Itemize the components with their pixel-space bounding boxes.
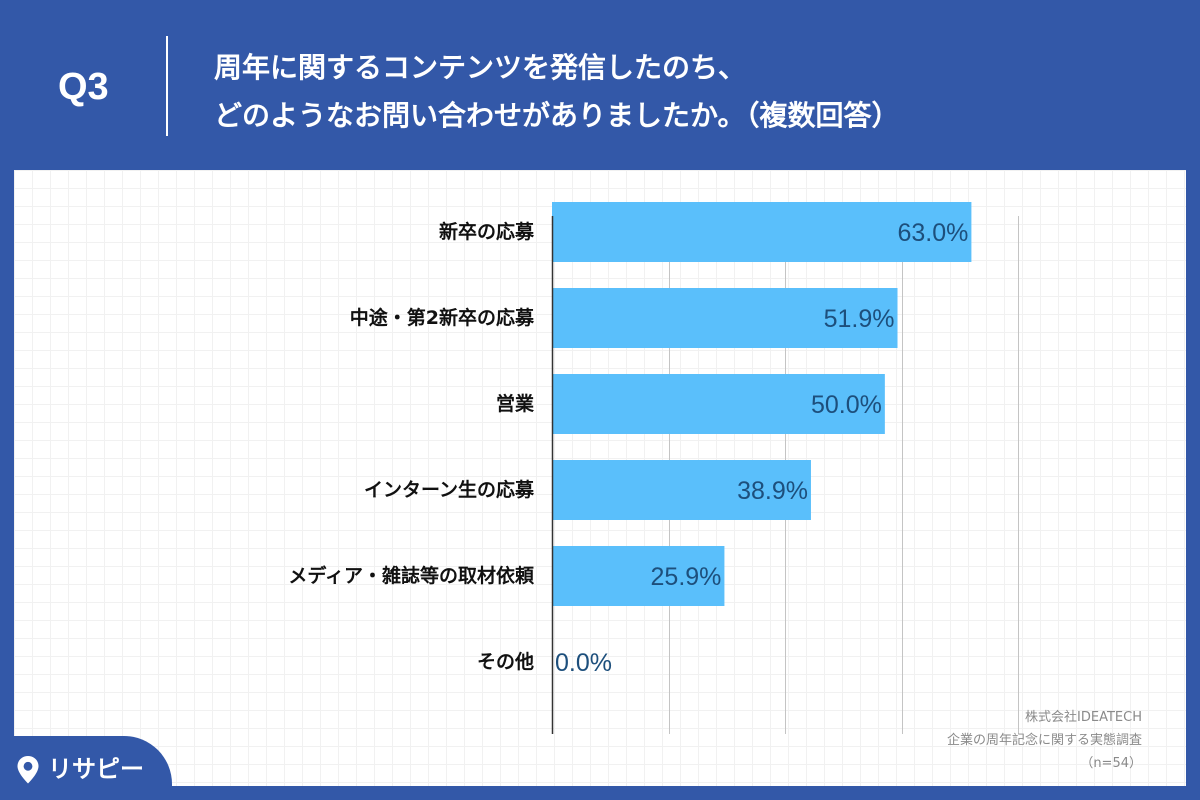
category-label-5: メディア・雑誌等の取材依頼 bbox=[288, 564, 535, 587]
sample-size: （n=54） bbox=[1080, 756, 1142, 771]
value-label-2: 51.9% bbox=[824, 305, 895, 333]
category-label-6: その他 bbox=[477, 650, 534, 673]
value-label-3: 50.0% bbox=[811, 391, 882, 419]
header-divider bbox=[166, 36, 168, 136]
question-line-2: どのようなお問い合わせがありましたか。（複数回答） bbox=[214, 99, 900, 132]
logo-text: リサピー bbox=[48, 755, 144, 783]
question-text: 周年に関するコンテンツを発信したのち、 どのようなお問い合わせがありましたか。（… bbox=[214, 44, 899, 140]
chart-panel: 新卒の応募 63.0% 中途・第2新卒の応募 51.9% 営業 50.0% インターン生の応… bbox=[14, 170, 1186, 786]
value-label-1: 63.0% bbox=[898, 219, 969, 247]
map-pin-icon bbox=[17, 756, 39, 784]
question-line-1: 周年に関するコンテンツを発信したのち、 bbox=[214, 51, 747, 84]
value-label-5: 25.9% bbox=[651, 563, 722, 591]
value-label-4: 38.9% bbox=[737, 477, 808, 505]
bar-3 bbox=[552, 374, 885, 434]
bar-4 bbox=[552, 460, 811, 520]
category-label-1: 新卒の応募 bbox=[439, 220, 535, 243]
header-band: Q3 周年に関するコンテンツを発信したのち、 どのようなお問い合わせがありました… bbox=[0, 0, 1200, 170]
category-label-4: インターン生の応募 bbox=[364, 478, 535, 501]
bar-5 bbox=[552, 546, 725, 606]
source-company: 株式会社IDEATECH bbox=[1025, 710, 1142, 725]
source-survey: 企業の周年記念に関する実態調査 bbox=[946, 733, 1142, 748]
question-number: Q3 bbox=[58, 66, 109, 108]
category-label-2: 中途・第2新卒の応募 bbox=[350, 306, 535, 329]
logo-tab: リサピー bbox=[0, 736, 172, 800]
bar-chart: 新卒の応募 63.0% 中途・第2新卒の応募 51.9% 営業 50.0% インターン生の応… bbox=[288, 202, 1019, 734]
source-note: 株式会社IDEATECH 企業の周年記念に関する実態調査 （n=54） bbox=[947, 706, 1142, 775]
category-label-3: 営業 bbox=[496, 392, 535, 415]
bar-1 bbox=[552, 202, 972, 262]
value-label-6: 0.0% bbox=[555, 649, 612, 677]
bar-2 bbox=[552, 288, 898, 348]
